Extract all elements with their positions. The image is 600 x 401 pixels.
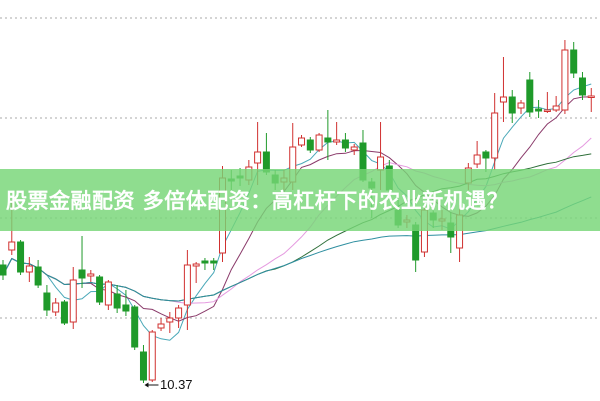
candle [315, 133, 323, 152]
candle-body [0, 264, 7, 276]
candle [201, 258, 209, 270]
candle [499, 57, 507, 122]
candle [43, 285, 51, 316]
candle-body [175, 307, 183, 319]
candle-body [587, 95, 595, 98]
candle-body [543, 109, 551, 112]
candle [148, 330, 156, 382]
candle-body [25, 265, 33, 273]
candle-body [60, 301, 68, 324]
candle-body [113, 293, 121, 309]
candle [0, 260, 7, 280]
candle [104, 280, 112, 310]
candle [25, 257, 33, 282]
candle [561, 40, 569, 114]
candle-body [210, 260, 218, 264]
candle [543, 92, 551, 113]
candle-body [87, 273, 95, 277]
candle [324, 110, 332, 160]
candle-body [104, 281, 112, 306]
candle-body [526, 79, 534, 113]
candle [298, 135, 306, 147]
candle-body [192, 263, 200, 267]
candle-body [473, 154, 481, 165]
candle-body [491, 112, 499, 159]
candle-body [131, 306, 139, 348]
banner-title: 股票金融配资 多倍体配资：高杠杆下的农业新机遇？ [6, 189, 509, 213]
candle [166, 312, 174, 333]
candle [473, 141, 481, 168]
candle [210, 258, 218, 270]
candle-body [306, 139, 314, 151]
candle [139, 345, 147, 383]
title-banner: 股票金融配资 多倍体配资：高杠杆下的农业新机遇？ [0, 169, 600, 231]
candle-body [139, 351, 147, 381]
candle [350, 144, 358, 155]
candle [341, 133, 349, 152]
candle [87, 270, 95, 282]
candle-body [552, 105, 560, 111]
candle [78, 236, 86, 288]
arrow-head-icon [144, 382, 149, 388]
candle [113, 285, 121, 313]
candle [96, 275, 104, 305]
candle-body [333, 139, 341, 143]
candle [587, 88, 595, 112]
candle-body [69, 279, 77, 323]
candle-body [183, 264, 191, 306]
candle-body [8, 241, 16, 251]
candle [552, 96, 560, 112]
candle-body [298, 137, 306, 146]
candle [60, 300, 68, 325]
candle [131, 305, 139, 350]
candle-body [508, 96, 516, 114]
candle [17, 240, 25, 275]
candle-body [578, 77, 586, 96]
candle-body [499, 96, 507, 103]
candle [491, 93, 499, 170]
candle-body [34, 266, 42, 286]
candle [482, 150, 490, 172]
candle [578, 72, 586, 100]
candle-body [52, 302, 60, 313]
candle [175, 305, 183, 328]
candle-body [350, 146, 358, 151]
candle-body [17, 241, 25, 273]
candle [570, 42, 578, 78]
candle-body [254, 151, 262, 164]
candle [157, 318, 165, 331]
candle-body [561, 49, 569, 111]
candle [52, 298, 60, 316]
candle [508, 90, 516, 123]
candle-body [43, 292, 51, 311]
candle-body [341, 139, 349, 149]
candle-body [96, 276, 104, 303]
candle-body [482, 151, 490, 159]
candle-body [324, 137, 332, 143]
candle [535, 100, 543, 118]
candle-body [122, 304, 130, 312]
candle-body [201, 260, 209, 264]
candle-body [78, 269, 86, 279]
candle [69, 267, 77, 329]
candle [192, 262, 200, 283]
candle [333, 122, 341, 145]
candle [183, 250, 191, 330]
candle-body [148, 331, 156, 381]
candle [122, 290, 130, 316]
candle-body [517, 102, 525, 109]
candle [306, 137, 314, 153]
candle [34, 260, 42, 288]
candle-body [315, 134, 323, 151]
candle-body [535, 108, 543, 112]
candle-body [157, 323, 165, 329]
candle [517, 100, 525, 114]
candle [526, 72, 534, 117]
candle-body [570, 49, 578, 74]
candle-body [166, 317, 174, 323]
low-price-label: 10.37 [160, 377, 193, 392]
